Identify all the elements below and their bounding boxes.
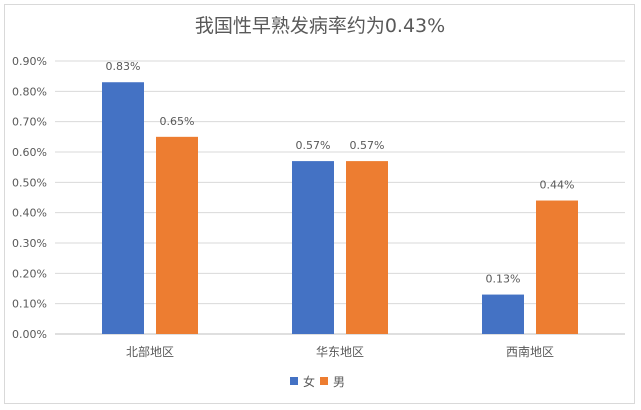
y-tick-label: 0.20% <box>12 267 47 280</box>
data-label: 0.57% <box>296 139 331 152</box>
data-label: 0.57% <box>350 139 385 152</box>
chart-frame <box>4 4 635 404</box>
data-label: 0.44% <box>540 179 575 192</box>
chart-title: 我国性早熟发病率约为0.43% <box>195 15 445 37</box>
y-tick-label: 0.30% <box>12 237 47 250</box>
bar-男 <box>156 136 198 334</box>
y-tick-label: 0.40% <box>12 207 47 220</box>
y-tick-label: 0.60% <box>12 146 47 159</box>
data-label: 0.83% <box>106 60 141 73</box>
data-label: 0.65% <box>160 115 195 128</box>
bar-男 <box>536 200 578 334</box>
x-tick-label: 华东地区 <box>316 345 364 359</box>
bar-女 <box>102 82 144 334</box>
bar-女 <box>292 161 334 334</box>
y-tick-label: 0.90% <box>12 55 47 68</box>
data-label: 0.13% <box>486 273 521 286</box>
bar-女 <box>482 294 524 334</box>
y-tick-label: 0.70% <box>12 116 47 129</box>
legend-label: 男 <box>333 375 345 389</box>
y-tick-label: 0.50% <box>12 176 47 189</box>
x-tick-label: 西南地区 <box>506 344 554 359</box>
legend-swatch <box>320 377 328 385</box>
y-tick-label: 0.10% <box>12 298 47 311</box>
legend-label: 女 <box>303 374 315 389</box>
y-tick-label: 0.00% <box>12 328 47 341</box>
y-tick-label: 0.80% <box>12 85 47 98</box>
legend-swatch <box>290 377 298 385</box>
bar-男 <box>346 161 388 334</box>
x-tick-label: 北部地区 <box>126 344 174 359</box>
